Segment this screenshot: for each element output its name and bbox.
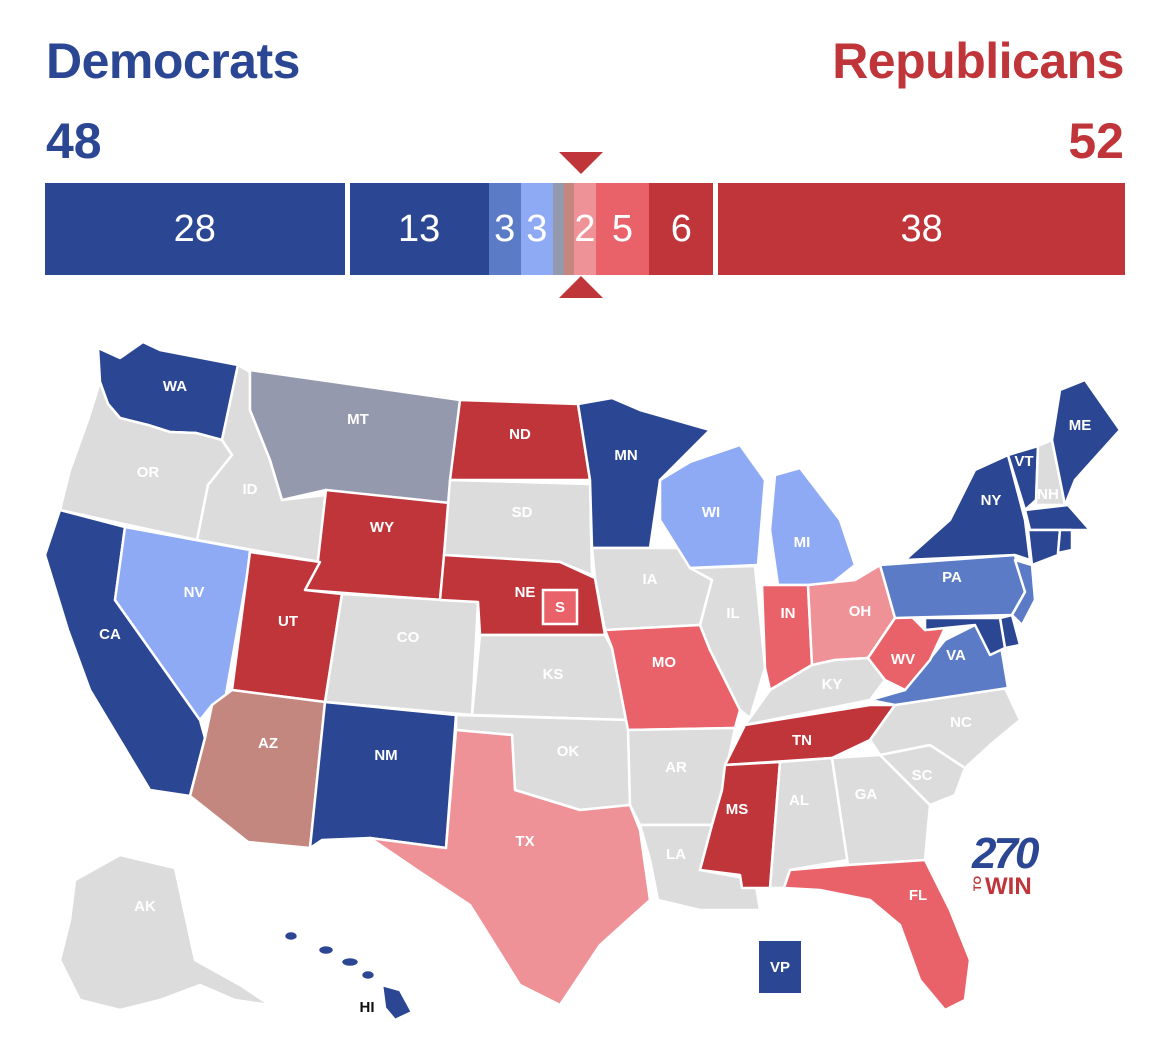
state-MD[interactable]: [923, 616, 1007, 657]
state-label-KY: KY: [822, 676, 843, 693]
state-label-IL: IL: [726, 605, 739, 622]
state-label-NM: NM: [374, 747, 397, 764]
seat-segment-tilt_r: [563, 183, 575, 275]
seat-segment-safe_d: 13: [349, 183, 489, 275]
state-NY[interactable]: [903, 453, 1032, 562]
seat-segment-lean_r: 2: [574, 183, 596, 275]
state-label-UT: UT: [278, 613, 298, 630]
state-HI[interactable]: [282, 929, 414, 1022]
state-label-MS: MS: [726, 801, 749, 818]
state-label-NY: NY: [981, 492, 1002, 509]
vice-president-tiebreak-box[interactable]: VP: [759, 941, 801, 993]
state-label-GA: GA: [855, 786, 878, 803]
state-label-OR: OR: [137, 464, 160, 481]
state-WY[interactable]: [303, 488, 452, 602]
state-label-MI: MI: [794, 534, 811, 551]
special-election-label: S: [555, 599, 565, 616]
state-GA[interactable]: [830, 753, 932, 867]
state-label-KS: KS: [543, 666, 564, 683]
special-election-marker[interactable]: [541, 588, 579, 626]
state-NJ[interactable]: [1010, 558, 1037, 627]
state-PA[interactable]: [878, 553, 1027, 620]
state-label-SC: SC: [912, 767, 933, 784]
seat-segment-safe_d: 28: [45, 183, 345, 275]
state-label-NH: NH: [1037, 486, 1059, 503]
state-label-VT: VT: [1014, 453, 1033, 470]
state-label-MN: MN: [614, 447, 637, 464]
republicans-seat-total: 52: [1068, 113, 1124, 169]
state-RI[interactable]: [1056, 528, 1074, 555]
state-label-WV: WV: [891, 651, 915, 668]
seat-segment-lean_d: 3: [520, 183, 553, 275]
state-label-AZ: AZ: [258, 735, 278, 752]
state-label-VA: VA: [946, 647, 966, 664]
state-label-LA: LA: [666, 846, 686, 863]
democrats-seat-total: 48: [46, 113, 102, 169]
state-label-TX: TX: [515, 833, 534, 850]
state-label-AL: AL: [789, 792, 809, 809]
republicans-label: Republicans: [832, 33, 1124, 89]
majority-marker-top: [559, 152, 603, 174]
state-MI[interactable]: [768, 466, 857, 587]
state-label-NE: NE: [515, 584, 536, 601]
logo-number: 270: [972, 829, 1039, 878]
state-CO[interactable]: [323, 592, 480, 717]
seat-balance-bar: 28 13 3 3 2 5 6 38: [45, 183, 1125, 275]
state-label-CA: CA: [99, 626, 121, 643]
state-label-AR: AR: [665, 759, 687, 776]
state-label-IN: IN: [781, 605, 796, 622]
state-label-AK: AK: [134, 898, 156, 915]
state-NM[interactable]: [308, 700, 458, 850]
state-label-NC: NC: [950, 714, 972, 731]
seat-segment-safe_r: 38: [718, 183, 1125, 275]
seat-segment-likely_r: 5: [595, 183, 650, 275]
state-label-ID: ID: [243, 481, 258, 498]
state-label-OK: OK: [557, 743, 580, 760]
state-AZ[interactable]: [188, 688, 327, 850]
logo-win: WIN: [985, 873, 1032, 900]
state-label-MO: MO: [652, 654, 676, 671]
state-label-FL: FL: [909, 887, 927, 904]
state-label-TN: TN: [792, 732, 812, 749]
state-TX[interactable]: [368, 728, 652, 1007]
state-label-NV: NV: [184, 584, 205, 601]
state-label-PA: PA: [942, 569, 962, 586]
state-label-OH: OH: [849, 603, 872, 620]
state-label-MT: MT: [347, 411, 369, 428]
state-label-WA: WA: [163, 378, 187, 395]
state-label-HI: HI: [360, 999, 375, 1016]
state-ME[interactable]: [1050, 378, 1122, 507]
state-FL[interactable]: [782, 858, 972, 1012]
state-label-CO: CO: [397, 629, 420, 646]
seat-segment-likely_d: 3: [488, 183, 521, 275]
democrats-label: Democrats: [46, 33, 300, 89]
state-IL[interactable]: [688, 564, 767, 720]
state-AK[interactable]: [58, 853, 272, 1012]
seat-segment-tossup: [552, 183, 564, 275]
state-label-ND: ND: [509, 426, 531, 443]
majority-marker-bottom: [559, 276, 603, 298]
state-WI[interactable]: [658, 443, 767, 570]
270towin-logo: 270 TO WIN: [972, 832, 1042, 902]
logo-to: TO: [972, 876, 984, 892]
state-CT[interactable]: [1026, 528, 1062, 567]
state-MA[interactable]: [1023, 503, 1092, 532]
state-MT[interactable]: [248, 368, 462, 507]
state-label-WI: WI: [702, 504, 720, 521]
seat-segment-safe_r: 6: [649, 183, 714, 275]
state-label-ME: ME: [1069, 417, 1092, 434]
state-label-SD: SD: [512, 504, 533, 521]
state-label-IA: IA: [643, 571, 658, 588]
state-label-WY: WY: [370, 519, 394, 536]
